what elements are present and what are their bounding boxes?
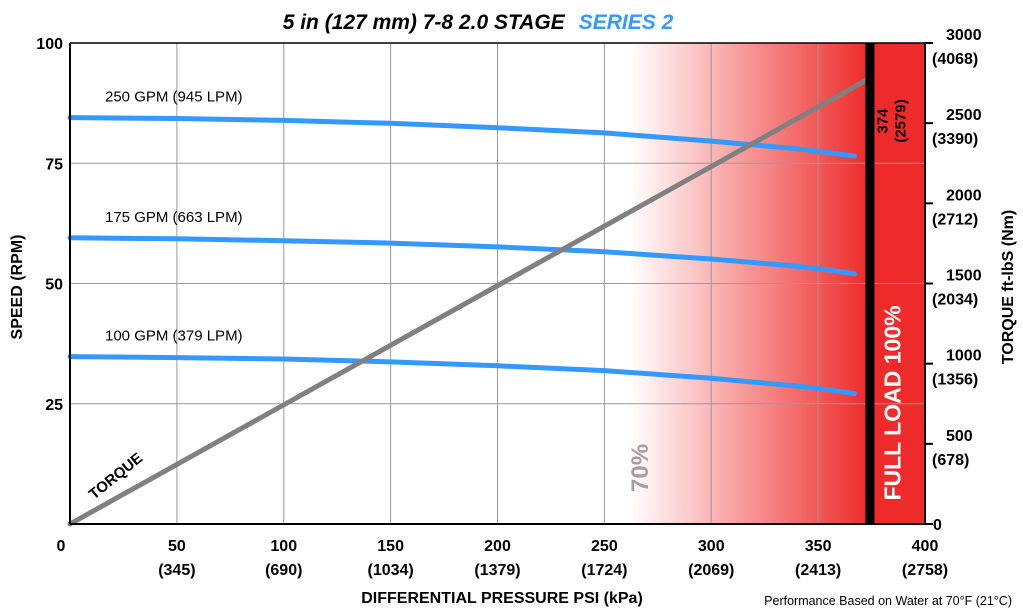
full-load-label: FULL LOAD 100% — [879, 305, 905, 500]
max-value-sublabel: (2579) — [892, 99, 909, 142]
y2-tick-sublabel: (3390) — [932, 131, 978, 148]
y2-tick-label: 1000 — [946, 348, 982, 365]
chart-title-main: 5 in (127 mm) 7-8 2.0 STAGE — [283, 11, 566, 34]
footnote: Performance Based on Water at 70°F (21°C… — [764, 594, 1012, 608]
x-tick-sublabel: (2758) — [902, 562, 948, 579]
y-tick-label: 50 — [45, 277, 63, 294]
max-load-bar — [865, 43, 875, 524]
axes — [69, 42, 933, 525]
x-tick-sublabel: (1724) — [581, 562, 627, 579]
y2-tick-sublabel: (1356) — [932, 372, 978, 389]
y-tick-label: 25 — [45, 397, 63, 414]
series-label: 175 GPM (663 LPM) — [105, 209, 243, 226]
x-tick-sublabel: (1379) — [474, 562, 520, 579]
torque-line-label: TORQUE — [86, 450, 146, 504]
y2-tick-label: 2000 — [946, 187, 982, 204]
x-axis-title: DIFFERENTIAL PRESSURE PSI (kPa) — [361, 590, 643, 607]
x-tick-label: 250 — [591, 538, 618, 555]
y2-tick-label: 1500 — [946, 268, 982, 285]
x-tick-sublabel: (2069) — [688, 562, 734, 579]
y2-tick-sublabel: (4068) — [932, 51, 978, 68]
x-tick-sublabel: (1034) — [368, 562, 414, 579]
speed-curve — [67, 115, 857, 159]
x-tick-label: 150 — [377, 538, 404, 555]
y-axis-title: SPEED (RPM) — [9, 235, 26, 340]
chart-title-series: SERIES 2 — [579, 11, 674, 34]
max-value-label: 374 — [874, 108, 891, 134]
y2-tick-label: 2500 — [946, 107, 982, 124]
chart-marks — [67, 43, 875, 527]
speed-curve — [67, 354, 857, 397]
x-tick-label: 400 — [912, 538, 939, 555]
series-label: 100 GPM (379 LPM) — [105, 328, 243, 345]
x-tick-sublabel: (345) — [158, 562, 195, 579]
speed-curve — [67, 235, 857, 277]
y-tick-label: 100 — [36, 36, 63, 53]
x-tick-sublabel: (2413) — [795, 562, 841, 579]
y-tick-label: 75 — [45, 156, 63, 173]
y2-tick-label: 3000 — [946, 27, 982, 44]
chart-title: 5 in (127 mm) 7-8 2.0 STAGE SERIES 2 — [283, 11, 674, 34]
y2-tick-sublabel: (2712) — [932, 211, 978, 228]
grid-lines — [70, 43, 925, 524]
x-tick-label: 300 — [698, 538, 725, 555]
x-tick-label: 350 — [805, 538, 832, 555]
x-tick-sublabel: (690) — [265, 562, 302, 579]
y2-tick-label: 500 — [946, 428, 973, 445]
series-label: 250 GPM (945 LPM) — [105, 89, 243, 106]
y2-tick-sublabel: (678) — [932, 452, 969, 469]
y2-axis-title: TORQUE ft-lbS (Nm) — [1000, 210, 1017, 364]
x-tick-label: 50 — [168, 538, 186, 555]
y2-tick-sublabel: (2034) — [932, 292, 978, 309]
torque-line — [67, 75, 872, 527]
x-tick-label: 200 — [484, 538, 511, 555]
x-tick-label: 0 — [57, 538, 66, 555]
seventy-percent-label: 70% — [627, 444, 654, 492]
tick-labels: 0 50(345)100(690)150(1034)200(1379)250(17… — [36, 27, 981, 579]
x-tick-label: 100 — [270, 538, 297, 555]
y2-tick-label: 0 — [933, 517, 942, 534]
